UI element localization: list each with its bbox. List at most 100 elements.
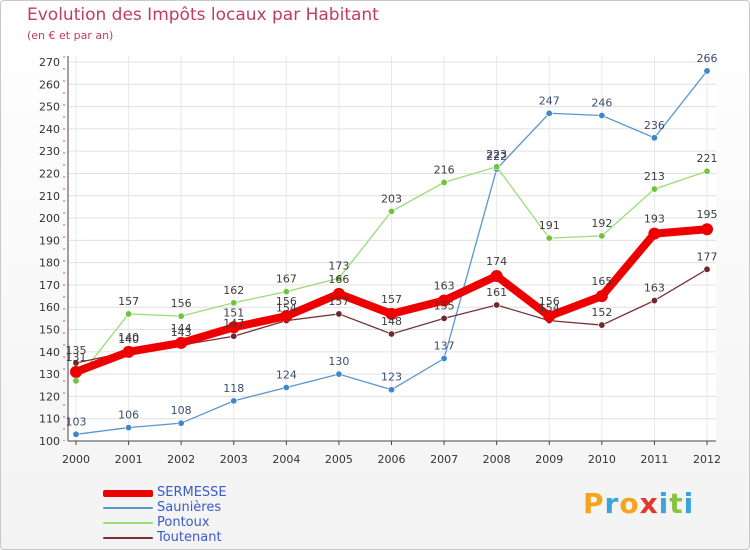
- data-label-sermesse: 174: [486, 255, 507, 268]
- data-label-sermesse: 131: [66, 351, 87, 364]
- data-label-sermesse: 157: [381, 293, 402, 306]
- legend-label-toutenant: Toutenant: [157, 530, 222, 545]
- legend-label-sermesse: SERMESSE: [157, 485, 227, 500]
- data-label-pontoux: 156: [171, 297, 192, 310]
- data-label-saunires: 103: [66, 415, 87, 428]
- legend-item-sermesse: SERMESSE: [103, 485, 303, 500]
- logo-letter: x: [639, 487, 659, 520]
- data-label-toutenant: 154: [276, 302, 297, 315]
- data-label-saunires: 130: [328, 355, 349, 368]
- data-label-saunires: 247: [539, 94, 560, 107]
- data-label-toutenant: 177: [697, 250, 718, 263]
- data-label-sermesse: 195: [697, 208, 718, 221]
- data-point-toutenant: [387, 330, 395, 338]
- data-point-pontoux: [493, 163, 501, 171]
- data-label-toutenant: 157: [328, 295, 349, 308]
- data-point-sermesse: [227, 321, 240, 334]
- legend-swatch-sermesse: [103, 489, 153, 497]
- data-label-saunires: 123: [381, 371, 402, 384]
- data-point-pontoux: [125, 310, 133, 318]
- y-tick-label: 270: [39, 56, 60, 69]
- y-tick-label: 230: [39, 145, 60, 158]
- data-label-pontoux: 203: [381, 192, 402, 205]
- y-tick-label: 180: [39, 257, 60, 270]
- data-label-saunires: 124: [276, 368, 297, 381]
- logo-letter: r: [604, 487, 620, 520]
- legend-swatch-toutenant: [103, 537, 153, 539]
- data-label-pontoux: 167: [276, 273, 297, 286]
- chart-title: Evolution des Impôts locaux par Habitant: [27, 5, 379, 25]
- data-point-pontoux: [335, 274, 343, 282]
- data-point-sermesse: [280, 310, 293, 323]
- data-label-pontoux: 192: [591, 217, 612, 230]
- data-label-sermesse: 156: [276, 295, 297, 308]
- data-point-toutenant: [493, 301, 501, 309]
- data-label-saunires: 266: [697, 52, 718, 65]
- data-label-pontoux: 157: [118, 295, 139, 308]
- x-tick-label: 2010: [588, 453, 616, 466]
- logo-letter: i: [658, 487, 670, 520]
- legend-swatch-saunieres: [103, 507, 153, 509]
- data-label-toutenant: 163: [644, 282, 665, 295]
- data-label-saunires: 118: [223, 382, 244, 395]
- data-point-pontoux: [545, 234, 553, 242]
- data-label-toutenant: 147: [223, 317, 244, 330]
- data-label-pontoux: 221: [697, 152, 718, 165]
- data-point-sermesse: [175, 336, 188, 349]
- legend-item-saunieres: Saunières: [103, 500, 303, 515]
- chart-subtitle: (en € et par an): [27, 29, 114, 42]
- data-label-pontoux: 223: [486, 148, 507, 161]
- data-point-saunires: [440, 355, 448, 363]
- data-label-pontoux: 173: [328, 259, 349, 272]
- data-point-saunires: [177, 419, 185, 427]
- y-tick-label: 150: [39, 324, 60, 337]
- y-tick-label: 210: [39, 190, 60, 203]
- data-point-saunires: [545, 109, 553, 117]
- data-point-sermesse: [332, 287, 345, 300]
- y-tick-label: 240: [39, 123, 60, 136]
- data-point-saunires: [650, 134, 658, 142]
- data-label-sermesse: 144: [171, 322, 192, 335]
- data-point-sermesse: [648, 227, 661, 240]
- legend-item-pontoux: Pontoux: [103, 515, 303, 530]
- x-tick-label: 2011: [640, 453, 668, 466]
- legend-item-toutenant: Toutenant: [103, 530, 303, 545]
- data-point-saunires: [72, 430, 80, 438]
- data-point-pontoux: [387, 207, 395, 215]
- data-label-sermesse: 140: [118, 331, 139, 344]
- data-point-sermesse: [70, 365, 82, 378]
- data-label-sermesse: 151: [223, 306, 244, 319]
- y-tick-label: 160: [39, 301, 60, 314]
- y-tick-label: 120: [39, 390, 60, 403]
- data-label-saunires: 222: [486, 150, 507, 163]
- data-label-sermesse: 156: [539, 295, 560, 308]
- legend: SERMESSE Saunières Pontoux Toutenant: [103, 485, 303, 545]
- x-tick-label: 2000: [62, 453, 90, 466]
- y-tick-label: 220: [39, 167, 60, 180]
- x-tick-label: 2012: [693, 453, 721, 466]
- logo-letter: P: [583, 487, 605, 520]
- proxiti-logo: Proxiti: [583, 487, 694, 520]
- data-label-pontoux: 213: [644, 170, 665, 183]
- data-point-toutenant: [230, 332, 238, 340]
- legend-swatch-pontoux: [103, 522, 153, 524]
- x-tick-label: 2006: [378, 453, 406, 466]
- data-point-pontoux: [703, 167, 711, 175]
- data-point-saunires: [230, 397, 238, 405]
- data-point-sermesse: [701, 223, 713, 236]
- data-point-toutenant: [703, 265, 711, 273]
- y-tick-label: 140: [39, 346, 60, 359]
- x-tick-label: 2002: [167, 453, 195, 466]
- data-point-toutenant: [440, 314, 448, 322]
- logo-letter: i: [683, 487, 695, 520]
- data-label-toutenant: 148: [381, 315, 402, 328]
- data-point-saunires: [598, 112, 606, 120]
- data-point-pontoux: [440, 178, 448, 186]
- y-tick-label: 250: [39, 101, 60, 114]
- data-point-pontoux: [650, 185, 658, 193]
- y-tick-label: 260: [39, 78, 60, 91]
- data-label-pontoux: 162: [223, 284, 244, 297]
- data-point-saunires: [703, 67, 711, 75]
